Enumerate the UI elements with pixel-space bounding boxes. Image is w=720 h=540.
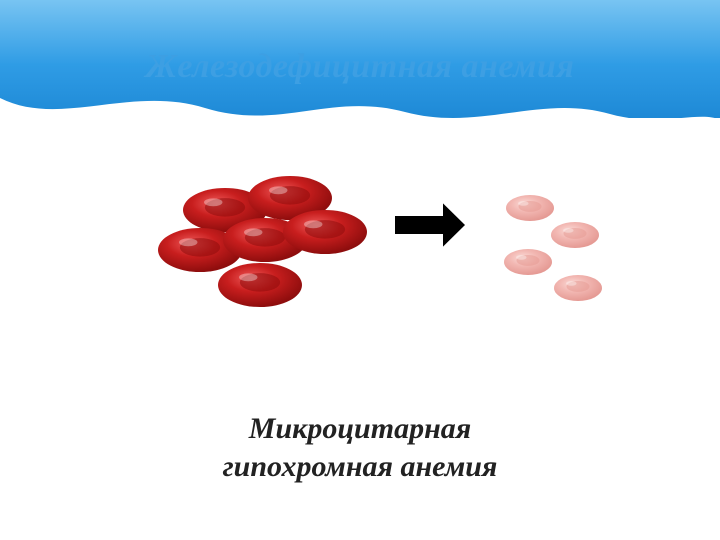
normal-cells-cluster — [158, 176, 367, 307]
caption-line1: Микроцитарная — [249, 412, 471, 445]
microcytic-cells-cluster — [504, 195, 602, 301]
blood-cell — [504, 249, 552, 275]
slide-caption: Микроцитарная гипохромная анемия — [0, 410, 720, 485]
blood-cell — [554, 275, 602, 301]
slide-title: Железодефицитная анемия — [0, 48, 720, 86]
blood-cell — [551, 222, 599, 248]
cells-diagram — [0, 170, 720, 370]
arrow-icon — [395, 203, 465, 246]
blood-cell — [506, 195, 554, 221]
caption-line2: гипохромная анемия — [223, 450, 498, 483]
blood-cell — [283, 210, 367, 254]
blood-cell — [218, 263, 302, 307]
